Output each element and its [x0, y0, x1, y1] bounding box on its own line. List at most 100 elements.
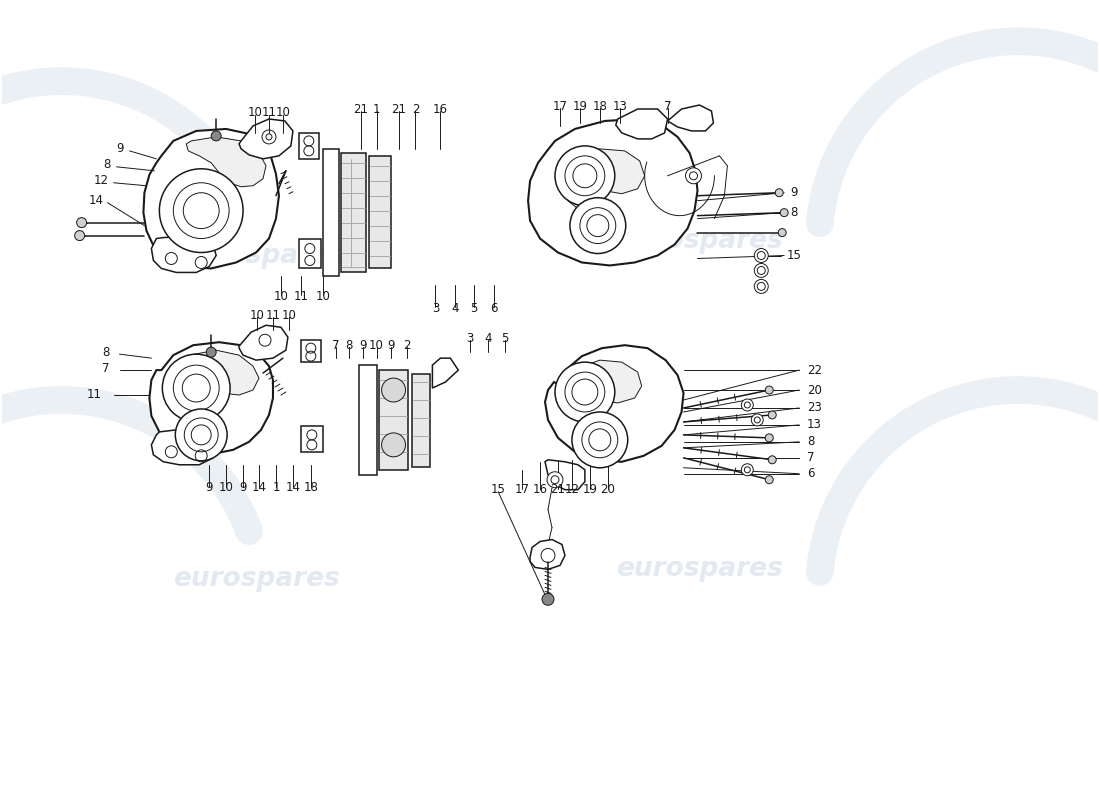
Text: 13: 13 [807, 418, 822, 431]
Text: 10: 10 [370, 338, 384, 352]
Text: 18: 18 [593, 99, 607, 113]
Circle shape [160, 169, 243, 253]
Polygon shape [528, 119, 697, 266]
Text: 21: 21 [550, 483, 565, 496]
Polygon shape [378, 370, 408, 470]
Text: 3: 3 [466, 332, 474, 345]
Text: 8: 8 [345, 338, 352, 352]
Circle shape [382, 378, 406, 402]
Text: 11: 11 [294, 290, 308, 303]
Text: 3: 3 [431, 302, 439, 315]
Circle shape [206, 347, 217, 357]
Text: 11: 11 [265, 309, 280, 322]
Circle shape [766, 434, 773, 442]
Text: 2: 2 [403, 338, 410, 352]
Text: 7: 7 [332, 338, 340, 352]
Polygon shape [239, 119, 293, 159]
Text: eurospares: eurospares [616, 557, 783, 582]
Text: 7: 7 [807, 451, 815, 464]
Circle shape [766, 386, 773, 394]
Polygon shape [668, 105, 714, 131]
Circle shape [755, 263, 768, 278]
Circle shape [741, 464, 754, 476]
Circle shape [751, 414, 763, 426]
Text: 18: 18 [304, 481, 318, 494]
Circle shape [768, 456, 777, 464]
Polygon shape [322, 149, 339, 277]
Text: 10: 10 [275, 106, 290, 119]
Text: 10: 10 [274, 290, 288, 303]
Text: 19: 19 [572, 99, 587, 113]
Circle shape [778, 229, 786, 237]
Circle shape [776, 189, 783, 197]
Polygon shape [299, 238, 321, 269]
Text: 20: 20 [807, 383, 822, 397]
Text: 9: 9 [116, 142, 123, 155]
Circle shape [211, 131, 221, 141]
Text: 8: 8 [807, 435, 814, 448]
Text: 5: 5 [471, 302, 478, 315]
Text: 8: 8 [102, 346, 110, 358]
Polygon shape [616, 109, 668, 139]
Circle shape [542, 594, 554, 606]
Text: 2: 2 [411, 102, 419, 115]
Circle shape [755, 279, 768, 294]
Polygon shape [568, 360, 641, 408]
Text: 14: 14 [252, 481, 266, 494]
Text: 5: 5 [502, 332, 509, 345]
Text: 9: 9 [387, 338, 394, 352]
Text: 10: 10 [219, 481, 233, 494]
Text: 10: 10 [248, 106, 263, 119]
Text: 8: 8 [791, 206, 798, 219]
Text: eurospares: eurospares [177, 242, 344, 269]
Circle shape [741, 399, 754, 411]
Text: 10: 10 [282, 309, 296, 322]
Text: 8: 8 [103, 158, 110, 171]
Polygon shape [368, 156, 390, 269]
Text: 9: 9 [240, 481, 246, 494]
Text: 10: 10 [250, 309, 264, 322]
Circle shape [175, 409, 227, 461]
Circle shape [768, 411, 777, 419]
Polygon shape [301, 426, 322, 452]
Polygon shape [184, 350, 258, 395]
Text: 6: 6 [491, 302, 498, 315]
Polygon shape [530, 539, 565, 570]
Text: 1: 1 [373, 102, 381, 115]
Text: 7: 7 [102, 362, 110, 374]
Text: 20: 20 [601, 483, 615, 496]
Text: 13: 13 [613, 99, 627, 113]
Text: 4: 4 [452, 302, 459, 315]
Text: 11: 11 [87, 387, 101, 401]
Text: 12: 12 [564, 483, 580, 496]
Text: 11: 11 [262, 106, 276, 119]
Text: 17: 17 [515, 483, 529, 496]
Polygon shape [186, 137, 266, 186]
Polygon shape [544, 345, 683, 462]
Circle shape [755, 249, 768, 262]
Text: 4: 4 [484, 332, 492, 345]
Polygon shape [150, 342, 273, 454]
Text: 19: 19 [582, 483, 597, 496]
Text: 14: 14 [285, 481, 300, 494]
Circle shape [77, 218, 87, 228]
Text: eurospares: eurospares [616, 227, 783, 254]
Circle shape [685, 168, 702, 184]
Text: 9: 9 [791, 186, 798, 199]
Polygon shape [412, 374, 430, 466]
Text: 9: 9 [359, 338, 366, 352]
Circle shape [547, 472, 563, 488]
Text: 12: 12 [95, 174, 109, 187]
Text: 22: 22 [807, 364, 822, 377]
Text: 15: 15 [786, 249, 802, 262]
Circle shape [570, 198, 626, 254]
Text: 6: 6 [807, 467, 815, 480]
Polygon shape [299, 133, 319, 159]
Text: 14: 14 [89, 194, 104, 207]
Polygon shape [562, 149, 645, 209]
Circle shape [163, 354, 230, 422]
Text: 7: 7 [663, 99, 671, 113]
Circle shape [382, 433, 406, 457]
Text: 16: 16 [532, 483, 548, 496]
Text: 1: 1 [272, 481, 279, 494]
